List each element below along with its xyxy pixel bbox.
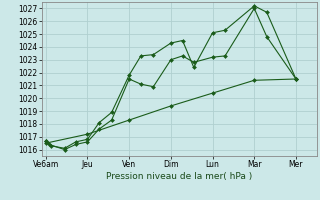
X-axis label: Pression niveau de la mer( hPa ): Pression niveau de la mer( hPa ) — [106, 172, 252, 181]
